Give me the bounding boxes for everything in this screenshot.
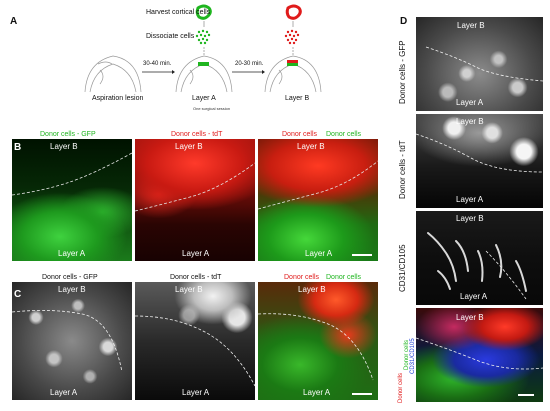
scale-bar-b <box>352 254 372 256</box>
d3-layer-b-label: Layer B <box>456 214 484 223</box>
d4-side-label-red: Donor cells <box>398 372 404 403</box>
d2-layer-a-label: Layer A <box>456 195 484 204</box>
image-d-merge <box>416 308 543 402</box>
c2-layer-a-label: Layer A <box>182 388 210 397</box>
b1-layer-a-label: Layer A <box>58 249 86 258</box>
d1-side-label: Donor cells - GFP <box>398 40 407 104</box>
green-layer-a-block <box>198 62 209 66</box>
c3-layer-a-label: Layer A <box>303 388 331 397</box>
c-caption-gfp: Donor cells - GFP <box>42 274 98 281</box>
brain-section-lesion-icon <box>84 55 142 93</box>
panel-c-letter: C <box>14 289 22 300</box>
brain-section-layer-a-icon <box>175 55 233 93</box>
b3-layer-a-label: Layer A <box>305 249 333 258</box>
image-b-gfp <box>12 139 132 261</box>
d2-side-label: Donor cells - tdT <box>398 140 407 199</box>
time-label-2: 20-30 min. <box>235 61 264 67</box>
panel-b-letter: B <box>14 142 22 153</box>
b-caption-merge-green: Donor cells <box>326 131 362 138</box>
image-b-merge <box>258 139 378 261</box>
d4-layer-b-label: Layer B <box>456 313 484 322</box>
green-layer-a-block-2 <box>287 63 298 66</box>
image-d-gfp <box>416 17 543 111</box>
panel-d-letter: D <box>400 16 408 27</box>
b3-layer-b-label: Layer B <box>297 142 325 151</box>
b1-layer-b-label: Layer B <box>50 142 78 151</box>
image-c-gfp <box>12 282 132 400</box>
harvest-label: Harvest cortical cells <box>146 9 211 16</box>
c-caption-tdt: Donor cells - tdT <box>170 274 222 281</box>
c1-layer-a-label: Layer A <box>50 388 78 397</box>
scale-bar-c <box>352 393 372 395</box>
c-caption-merge-red: Donor cells <box>284 274 320 281</box>
c3-layer-b-label: Layer B <box>298 285 326 294</box>
red-layer-b-block <box>287 60 298 63</box>
d1-layer-a-label: Layer A <box>456 98 484 107</box>
b2-layer-a-label: Layer A <box>182 249 210 258</box>
dissociate-label: Dissociate cells <box>146 33 195 40</box>
d3-side-label: CD31/CD105 <box>398 244 407 292</box>
b-caption-merge-red: Donor cells <box>282 131 318 138</box>
red-dissociated-cells-icon <box>284 29 300 45</box>
schematic-diagram <box>84 4 322 93</box>
green-brain-harvest-icon <box>195 4 212 20</box>
d3-layer-a-label: Layer A <box>460 292 488 301</box>
d2-layer-b-label: Layer B <box>456 117 484 126</box>
c-caption-merge-green: Donor cells <box>326 274 362 281</box>
c1-layer-b-label: Layer B <box>58 285 86 294</box>
image-c-merge <box>258 282 378 400</box>
image-c-tdt <box>135 282 255 400</box>
image-d-tdt <box>416 114 543 208</box>
red-brain-harvest-icon <box>285 4 302 20</box>
layer-a-label: Layer A <box>192 95 216 102</box>
time-label-1: 30-40 min. <box>143 61 172 67</box>
lesion-label: Aspiration lesion <box>92 95 144 102</box>
scale-bar-d <box>518 394 534 396</box>
c2-layer-b-label: Layer B <box>175 285 203 294</box>
image-d-cd31 <box>416 211 543 305</box>
layer-boundary-line <box>12 152 132 196</box>
layer-b-label: Layer B <box>285 95 310 102</box>
surgical-session-label: One surgical session <box>193 106 231 111</box>
b-caption-gfp: Donor cells - GFP <box>40 131 96 138</box>
green-dissociated-cells-icon <box>195 29 211 45</box>
b-caption-tdt: Donor cells - tdT <box>171 131 223 138</box>
d1-layer-b-label: Layer B <box>457 21 485 30</box>
vessel-traces <box>427 232 527 292</box>
image-b-tdt <box>135 139 255 261</box>
panel-a-letter: A <box>10 16 18 27</box>
b2-layer-b-label: Layer B <box>175 142 203 151</box>
